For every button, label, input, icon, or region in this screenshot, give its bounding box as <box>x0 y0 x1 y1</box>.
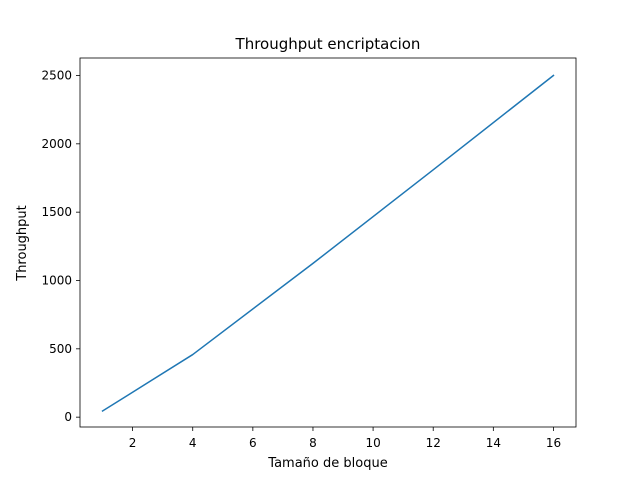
x-tick-label: 8 <box>309 436 317 450</box>
y-tick-label: 1500 <box>41 205 72 219</box>
y-tick-label: 1000 <box>41 273 72 287</box>
y-axis-label: Throughput <box>15 205 30 282</box>
x-tick-label: 2 <box>129 436 137 450</box>
axes-frame <box>79 57 577 428</box>
x-tick-label: 12 <box>426 436 441 450</box>
y-tick-label: 500 <box>49 342 72 356</box>
y-tick-label: 0 <box>64 410 72 424</box>
x-tick-label: 14 <box>486 436 501 450</box>
series-line-1 <box>101 74 555 413</box>
x-tick-label: 6 <box>249 436 257 450</box>
plot-area: 2 4 6 8 10 12 14 16 0 500 1000 1500 2000 2500 <box>41 57 577 450</box>
x-tick-label: 10 <box>365 436 380 450</box>
x-tick-label: 4 <box>189 436 197 450</box>
y-tick-label: 2000 <box>41 137 72 151</box>
x-axis-label: Tamaño de bloque <box>267 456 387 471</box>
y-tick-label: 2500 <box>41 68 72 82</box>
x-tick-label: 16 <box>546 436 561 450</box>
chart-title: Throughput encriptacion <box>235 35 421 53</box>
